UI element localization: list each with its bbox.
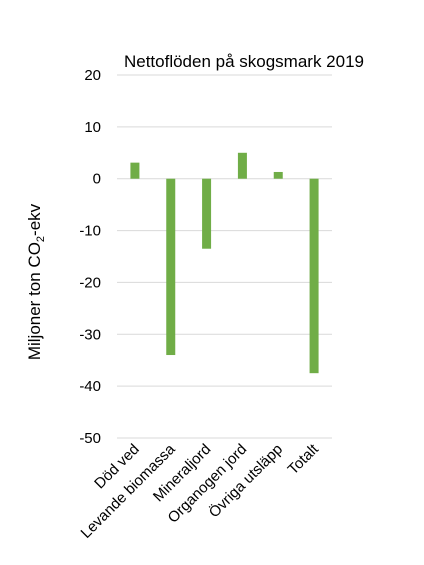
y-axis-label-post: -ekv bbox=[25, 203, 44, 236]
bars bbox=[130, 152, 319, 374]
bar bbox=[237, 152, 247, 179]
bar bbox=[130, 162, 140, 179]
bar bbox=[309, 178, 319, 374]
y-tick-label: 10 bbox=[84, 119, 101, 136]
bar bbox=[166, 178, 176, 356]
y-tick-label: -10 bbox=[79, 223, 101, 240]
bar bbox=[202, 178, 212, 249]
y-tick-label: -40 bbox=[79, 378, 101, 395]
y-tick-label: -50 bbox=[79, 430, 101, 447]
y-axis-label: Miljoner ton CO2-ekv bbox=[25, 203, 47, 360]
y-tick-label: 20 bbox=[84, 67, 101, 84]
x-category-label: Totalt bbox=[285, 440, 323, 478]
gridlines bbox=[117, 74, 332, 439]
y-axis-label-sub: 2 bbox=[35, 236, 47, 242]
y-tick-label: -20 bbox=[79, 274, 101, 291]
chart-title: Nettoflöden på skogsmark 2019 bbox=[124, 52, 364, 71]
bar bbox=[273, 171, 283, 179]
y-axis-ticks: 20 10 0 -10 -20 -30 -40 -50 bbox=[79, 67, 101, 447]
y-tick-label: -30 bbox=[79, 326, 101, 343]
y-tick-label: 0 bbox=[93, 171, 101, 188]
y-axis-label-pre: Miljoner ton CO bbox=[25, 242, 44, 360]
